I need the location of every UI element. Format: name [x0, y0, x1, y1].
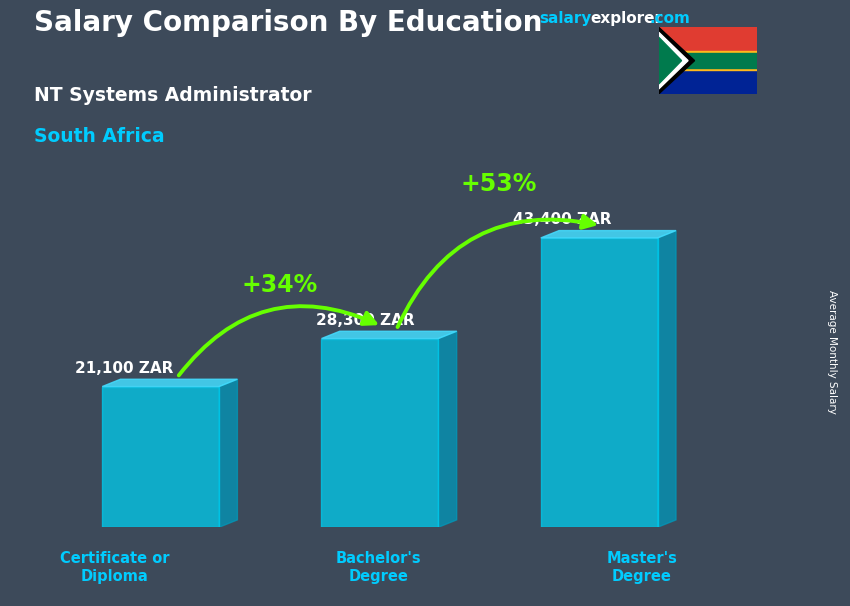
- Polygon shape: [439, 331, 456, 527]
- Polygon shape: [102, 379, 237, 387]
- Bar: [541, 238, 658, 527]
- Bar: [659, 52, 756, 70]
- Bar: [102, 387, 219, 527]
- Text: +34%: +34%: [241, 273, 318, 296]
- Polygon shape: [659, 38, 682, 84]
- Text: Average Monthly Salary: Average Monthly Salary: [827, 290, 837, 413]
- Bar: [659, 53, 756, 68]
- Text: Certificate or
Diploma: Certificate or Diploma: [60, 551, 169, 584]
- Text: NT Systems Administrator: NT Systems Administrator: [34, 86, 312, 105]
- Text: 21,100 ZAR: 21,100 ZAR: [75, 361, 173, 376]
- Text: explorer: explorer: [591, 11, 663, 26]
- Text: Bachelor's
Degree: Bachelor's Degree: [336, 551, 421, 584]
- Polygon shape: [321, 331, 456, 339]
- Text: South Africa: South Africa: [34, 127, 165, 146]
- Text: Salary Comparison By Education: Salary Comparison By Education: [34, 9, 542, 37]
- Text: .com: .com: [649, 11, 690, 26]
- Bar: [659, 27, 756, 61]
- Text: salary: salary: [540, 11, 592, 26]
- Bar: [659, 61, 756, 94]
- Text: 28,300 ZAR: 28,300 ZAR: [316, 313, 415, 328]
- Text: +53%: +53%: [461, 172, 537, 196]
- Text: 43,400 ZAR: 43,400 ZAR: [513, 212, 612, 227]
- Polygon shape: [658, 230, 676, 527]
- Polygon shape: [541, 230, 676, 238]
- Polygon shape: [659, 32, 688, 89]
- Text: Master's
Degree: Master's Degree: [606, 551, 677, 584]
- Bar: [321, 339, 439, 527]
- Polygon shape: [219, 379, 237, 527]
- Polygon shape: [659, 27, 694, 94]
